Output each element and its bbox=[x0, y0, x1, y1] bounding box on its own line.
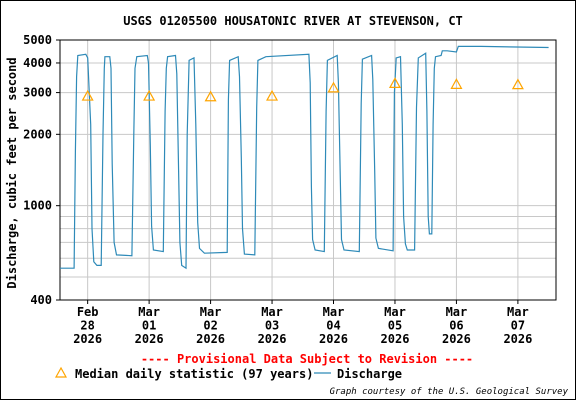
x-tick-label-month: Mar bbox=[261, 305, 283, 319]
x-tick-label-day: 04 bbox=[326, 319, 340, 333]
x-tick-labels: Feb282026Mar012026Mar022026Mar032026Mar0… bbox=[73, 300, 532, 346]
x-tick-label-month: Mar bbox=[507, 305, 529, 319]
y-tick-label: 400 bbox=[30, 293, 52, 307]
discharge-series-line bbox=[60, 45, 549, 270]
x-tick-label-year: 2026 bbox=[442, 332, 471, 346]
median-marker bbox=[143, 89, 156, 101]
x-tick-label-month: Feb bbox=[77, 305, 99, 319]
median-marker bbox=[266, 89, 279, 101]
y-axis-label: Discharge, cubic feet per second bbox=[5, 57, 19, 288]
y-tick-label: 2000 bbox=[23, 127, 52, 141]
chart-title: USGS 01205500 HOUSATONIC RIVER AT STEVEN… bbox=[123, 14, 463, 28]
x-tick-label-year: 2026 bbox=[196, 332, 225, 346]
x-tick-label-year: 2026 bbox=[258, 332, 287, 346]
median-marker bbox=[81, 89, 94, 101]
x-tick-label-day: 07 bbox=[511, 319, 525, 333]
x-tick-label-year: 2026 bbox=[503, 332, 532, 346]
x-tick-label-day: 02 bbox=[203, 319, 217, 333]
x-tick-label-month: Mar bbox=[446, 305, 468, 319]
x-tick-label-month: Mar bbox=[384, 305, 406, 319]
median-marker bbox=[511, 78, 524, 90]
median-marker bbox=[204, 90, 217, 102]
legend-median-marker bbox=[54, 366, 68, 378]
y-tick-label: 1000 bbox=[23, 199, 52, 213]
credit-note: Graph courtesy of the U.S. Geological Su… bbox=[330, 387, 569, 397]
y-tick-label: 4000 bbox=[23, 56, 52, 70]
y-tick-label: 3000 bbox=[23, 86, 52, 100]
x-tick-label-year: 2026 bbox=[73, 332, 102, 346]
x-tick-label-year: 2026 bbox=[135, 332, 164, 346]
median-marker bbox=[327, 81, 340, 93]
median-marker bbox=[388, 77, 401, 88]
legend: Median daily statistic (97 years) Discha… bbox=[54, 366, 402, 381]
plot-area bbox=[59, 39, 557, 301]
x-tick-label-day: 01 bbox=[142, 319, 156, 333]
x-tick-label-day: 28 bbox=[80, 319, 94, 333]
median-statistic-markers bbox=[81, 77, 524, 102]
y-tick-labels: 400 1000 2000 3000 4000 5000 bbox=[23, 33, 60, 307]
provisional-data-note: ---- Provisional Data Subject to Revisio… bbox=[141, 352, 473, 366]
x-tick-label-day: 05 bbox=[388, 319, 402, 333]
y-tick-label: 5000 bbox=[23, 33, 52, 47]
x-tick-label-year: 2026 bbox=[319, 332, 348, 346]
x-tick-label-day: 03 bbox=[265, 319, 279, 333]
x-tick-label-month: Mar bbox=[200, 305, 222, 319]
legend-median-label: Median daily statistic (97 years) bbox=[75, 367, 313, 381]
x-tick-label-month: Mar bbox=[323, 305, 345, 319]
x-tick-label-month: Mar bbox=[138, 305, 160, 319]
x-tick-label-year: 2026 bbox=[381, 332, 410, 346]
median-marker bbox=[450, 78, 463, 89]
legend-discharge-label: Discharge bbox=[337, 367, 402, 381]
x-tick-label-day: 06 bbox=[449, 319, 463, 333]
